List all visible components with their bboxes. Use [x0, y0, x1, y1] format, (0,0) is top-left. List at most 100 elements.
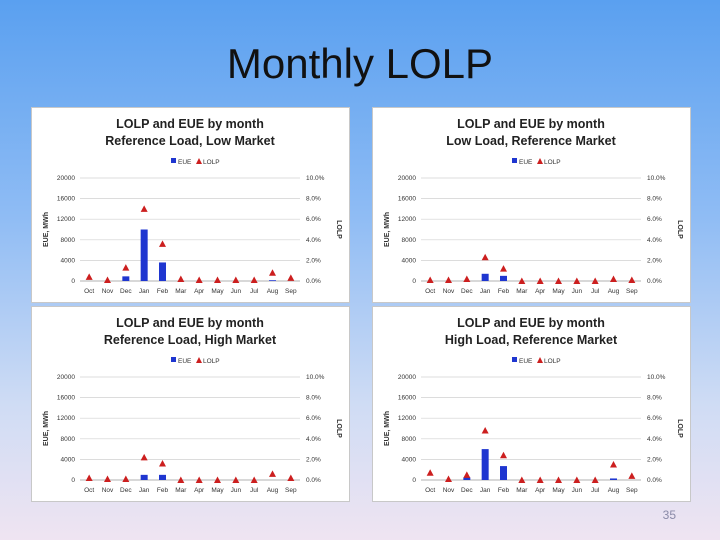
x-tick-label: Apr: [194, 288, 205, 295]
lolp-marker: [628, 472, 636, 479]
y-tick-label: 20000: [57, 374, 75, 381]
lolp-marker: [122, 264, 130, 271]
x-tick-label: Oct: [84, 487, 94, 494]
y-tick-label: 20000: [398, 175, 416, 182]
chart-panel-3: LOLP and EUE by month Reference Load, Hig…: [31, 306, 350, 502]
y-tick-label: 12000: [398, 415, 416, 422]
chart-low-load-ref-market: LOLP and EUE by month Low Load, Reference…: [384, 117, 683, 295]
y-tick-label: 8000: [402, 436, 417, 443]
lolp-marker: [610, 461, 617, 468]
chart-title: LOLP and EUE by month: [457, 117, 605, 131]
x-tick-label: May: [552, 487, 565, 494]
x-tick-label: Apr: [535, 288, 546, 295]
y-tick-label: 0: [71, 477, 75, 484]
legend-lolp-label: LOLP: [544, 358, 561, 365]
legend-eue-label: EUE: [519, 358, 533, 365]
x-tick-label: Aug: [267, 288, 279, 295]
chart-subtitle: Reference Load, High Market: [104, 333, 277, 347]
y2-tick-label: 4.0%: [647, 237, 662, 244]
slide-title: Monthly LOLP: [226, 40, 494, 87]
lolp-marker: [573, 476, 581, 483]
y-tick-label: 12000: [57, 415, 75, 422]
y2-axis-label: LOLP: [676, 220, 683, 239]
x-tick-label: Jun: [572, 288, 583, 295]
eue-bar: [140, 474, 148, 480]
chart-ref-load-high-market: LOLP and EUE by month Reference Load, Hig…: [43, 316, 342, 494]
lolp-marker: [195, 476, 203, 483]
lolp-marker: [85, 273, 93, 280]
lolp-marker: [463, 275, 471, 282]
y-tick-label: 4000: [402, 456, 417, 463]
x-tick-label: Feb: [157, 288, 169, 295]
x-tick-label: Oct: [425, 288, 435, 295]
eue-bar: [481, 273, 489, 281]
lolp-marker: [518, 277, 526, 284]
legend-eue-label: EUE: [178, 159, 192, 166]
x-tick-label: Feb: [498, 487, 510, 494]
y2-tick-label: 6.0%: [647, 216, 662, 223]
legend-lolp-label: LOLP: [544, 159, 561, 166]
y-axis-label: EUE, MWh: [43, 212, 50, 247]
lolp-marker: [104, 276, 111, 283]
x-tick-label: Aug: [608, 487, 620, 494]
y-tick-label: 0: [412, 477, 416, 484]
eue-bar: [159, 474, 166, 480]
x-tick-label: Oct: [84, 288, 94, 295]
y2-tick-label: 4.0%: [306, 237, 321, 244]
x-tick-label: Jun: [572, 487, 583, 494]
y-axis-label: EUE, MWh: [384, 411, 391, 446]
x-tick-label: Mar: [516, 288, 528, 295]
lolp-marker: [269, 269, 276, 276]
eue-bar: [463, 477, 471, 480]
lolp-marker: [481, 427, 489, 434]
x-tick-label: Jun: [231, 288, 242, 295]
legend-eue-label: EUE: [178, 358, 192, 365]
y2-tick-label: 8.0%: [306, 395, 321, 402]
y-tick-label: 0: [71, 278, 75, 285]
eue-bar: [159, 262, 166, 281]
legend-eue-swatch: [171, 357, 176, 362]
legend-lolp-label: LOLP: [203, 159, 220, 166]
x-tick-label: Jul: [250, 487, 259, 494]
x-tick-label: Sep: [285, 288, 297, 295]
lolp-marker: [232, 276, 240, 283]
legend-eue-label: EUE: [519, 159, 533, 166]
lolp-marker: [159, 460, 166, 467]
y2-tick-label: 6.0%: [306, 415, 321, 422]
lolp-marker: [214, 276, 221, 283]
y-tick-label: 8000: [402, 237, 417, 244]
chart-panel-1: LOLP and EUE by month Reference Load, Low…: [31, 107, 350, 303]
x-tick-label: Aug: [267, 487, 279, 494]
y2-tick-label: 10.0%: [306, 374, 325, 381]
legend-lolp-marker: [537, 158, 543, 164]
x-tick-label: Apr: [194, 487, 205, 494]
y2-tick-label: 0.0%: [647, 477, 662, 484]
x-tick-label: Jul: [591, 288, 600, 295]
y2-tick-label: 8.0%: [306, 196, 321, 203]
chart-title: LOLP and EUE by month: [457, 316, 605, 330]
lolp-marker: [518, 476, 526, 483]
y-tick-label: 16000: [57, 196, 75, 203]
eue-bar: [610, 478, 617, 480]
x-tick-label: Jul: [591, 487, 600, 494]
legend-lolp-marker: [196, 158, 202, 164]
x-tick-label: Jun: [231, 487, 242, 494]
lolp-marker: [591, 277, 599, 284]
legend-eue-swatch: [171, 158, 176, 163]
y-tick-label: 20000: [398, 374, 416, 381]
lolp-marker: [287, 274, 295, 281]
x-tick-label: Feb: [157, 487, 169, 494]
y2-tick-label: 10.0%: [306, 175, 325, 182]
x-tick-label: Nov: [443, 487, 455, 494]
x-tick-label: Dec: [120, 487, 132, 494]
lolp-marker: [628, 276, 636, 283]
y2-tick-label: 6.0%: [647, 415, 662, 422]
y-tick-label: 4000: [61, 456, 76, 463]
chart-title: LOLP and EUE by month: [116, 316, 264, 330]
eue-bar: [500, 275, 507, 281]
x-tick-label: Mar: [516, 487, 528, 494]
x-tick-label: Jul: [250, 288, 259, 295]
lolp-marker: [610, 275, 617, 282]
lolp-marker: [122, 475, 130, 482]
eue-bar: [269, 280, 276, 281]
